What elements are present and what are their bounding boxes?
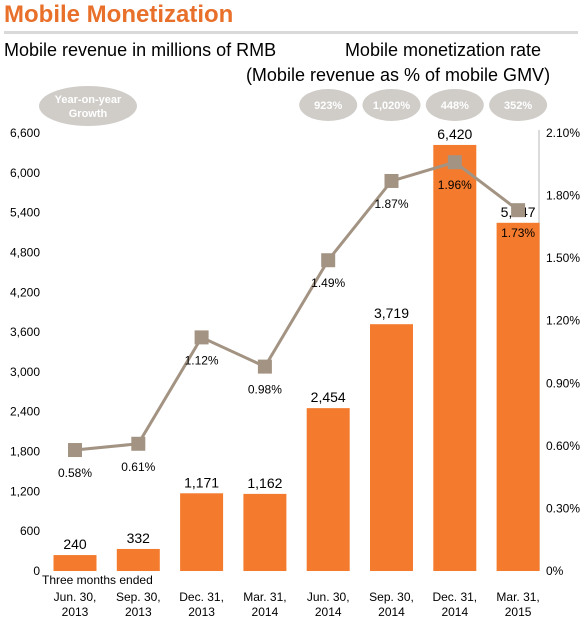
rate-value-label: 1.96% xyxy=(438,178,472,192)
rate-marker xyxy=(511,203,526,218)
bar-value-label: 6,420 xyxy=(437,126,472,142)
left-axis-tick-label: 1,800 xyxy=(10,445,40,459)
x-axis-label-line1: Jun. 30, xyxy=(307,590,350,604)
growth-badge-label: 352% xyxy=(504,100,532,112)
rate-marker xyxy=(384,173,399,188)
growth-badge-title: Year-on-year Growth xyxy=(39,86,137,126)
bar-series xyxy=(53,144,540,572)
left-axis-tick-label: 0 xyxy=(33,564,40,578)
left-axis-tick-label: 2,400 xyxy=(10,405,40,419)
x-axis-note: Three months ended xyxy=(42,573,153,587)
bar xyxy=(496,222,540,572)
growth-badge-title-line2: Growth xyxy=(69,108,108,120)
rate-marker xyxy=(257,359,272,374)
left-axis-tick-label: 4,200 xyxy=(10,285,40,299)
x-axis-label-line1: Dec. 31, xyxy=(432,590,477,604)
right-axis-tick-label: 1.20% xyxy=(546,314,580,328)
bar xyxy=(53,555,97,571)
right-axis-title: Mobile monetization rate xyxy=(345,40,541,60)
left-axis-ticks: 0 600 1,200 1,800 2,400 3,000 3,600 4,200 4,800 5… xyxy=(10,126,40,578)
x-axis-label-line1: Mar. 31, xyxy=(496,590,539,604)
right-axis-subtitle: (Mobile revenue as % of mobile GMV) xyxy=(246,65,550,85)
x-axis-label-line2: 2013 xyxy=(62,605,89,619)
rate-value-label: 0.98% xyxy=(248,383,282,397)
title-divider xyxy=(4,31,578,34)
left-axis-tick-label: 1,200 xyxy=(10,484,40,498)
bar-value-label: 2,454 xyxy=(311,389,346,405)
x-axis-label-line2: 2014 xyxy=(441,605,468,619)
right-axis-tick-label: 1.50% xyxy=(546,251,580,265)
bar-value-label: 3,719 xyxy=(374,305,409,321)
bar-value-label: 1,162 xyxy=(247,475,282,491)
bar xyxy=(180,493,224,571)
growth-badge-title-line1: Year-on-year xyxy=(55,94,122,106)
bar xyxy=(243,493,287,571)
right-axis-tick-label: 0.60% xyxy=(546,439,580,453)
rate-marker xyxy=(131,436,146,451)
monetization-rate-markers xyxy=(68,155,526,458)
left-axis-tick-label: 6,600 xyxy=(10,126,40,140)
x-axis-label-line2: 2015 xyxy=(505,605,532,619)
left-axis-tick-label: 5,400 xyxy=(10,206,40,220)
rate-marker xyxy=(194,330,209,345)
left-axis-tick-label: 6,000 xyxy=(10,166,40,180)
left-axis-tick-label: 3,600 xyxy=(10,325,40,339)
bar xyxy=(433,144,477,572)
left-axis-tick-label: 4,800 xyxy=(10,245,40,259)
right-axis-tick-label: 0% xyxy=(546,564,564,578)
growth-badges: 923% 1,020% 448% 352% xyxy=(299,89,548,121)
bar xyxy=(370,324,413,571)
right-axis-tick-label: 0.90% xyxy=(546,376,580,390)
bar-value-label: 1,171 xyxy=(184,474,219,490)
x-axis-label-line2: 2013 xyxy=(188,605,215,619)
monetization-rate-labels: 0.58% 0.61% 1.12% 0.98% 1.49% 1.87% 1.96% 1.73% xyxy=(58,178,535,480)
left-axis-title: Mobile revenue in millions of RMB xyxy=(4,40,276,60)
rate-value-label: 1.12% xyxy=(185,353,219,367)
growth-badge xyxy=(489,89,548,121)
right-axis-ticks: 0% 0.30% 0.60% 0.90% 1.20% 1.50% 1.80% 2.10% xyxy=(546,126,580,578)
rate-marker xyxy=(68,443,82,458)
growth-badge-label: 448% xyxy=(441,100,469,112)
x-axis-label-line1: Mar. 31, xyxy=(243,590,286,604)
rate-value-label: 1.49% xyxy=(311,276,345,290)
bar-value-label: 240 xyxy=(63,536,87,552)
right-axis-tick-label: 1.80% xyxy=(546,189,580,203)
rate-value-label: 1.73% xyxy=(501,226,535,240)
rate-marker xyxy=(321,253,336,268)
x-axis-label-line1: Sep. 30, xyxy=(369,590,414,604)
growth-badge-label: 923% xyxy=(314,100,342,112)
bar-value-label: 332 xyxy=(127,530,151,546)
left-axis-tick-label: 600 xyxy=(20,524,40,538)
right-axis-tick-label: 0.30% xyxy=(546,501,580,515)
growth-badge-title-shape xyxy=(39,86,137,126)
page-title: Mobile Monetization xyxy=(4,1,234,28)
rate-marker xyxy=(447,155,462,170)
left-axis-tick-label: 3,000 xyxy=(10,365,40,379)
x-axis-label-line2: 2013 xyxy=(125,605,152,619)
monetization-rate-line xyxy=(74,160,520,452)
rate-value-label: 1.87% xyxy=(374,197,408,211)
rate-value-label: 0.58% xyxy=(58,466,92,480)
growth-badge xyxy=(425,89,484,121)
x-axis-label-line1: Jun. 30, xyxy=(54,590,97,604)
x-axis-label-line2: 2014 xyxy=(252,605,279,619)
growth-badge xyxy=(299,89,358,121)
x-axis-label-line2: 2014 xyxy=(315,605,342,619)
growth-badge-label: 1,020% xyxy=(373,100,411,112)
bar xyxy=(116,548,160,571)
x-axis-label-line1: Sep. 30, xyxy=(116,590,161,604)
x-axis-label-line2: 2014 xyxy=(378,605,405,619)
bar xyxy=(306,408,350,571)
rate-value-label: 0.61% xyxy=(121,460,155,474)
x-axis-label-line1: Dec. 31, xyxy=(179,590,224,604)
growth-badge xyxy=(362,89,421,121)
right-axis-tick-label: 2.10% xyxy=(546,126,580,140)
